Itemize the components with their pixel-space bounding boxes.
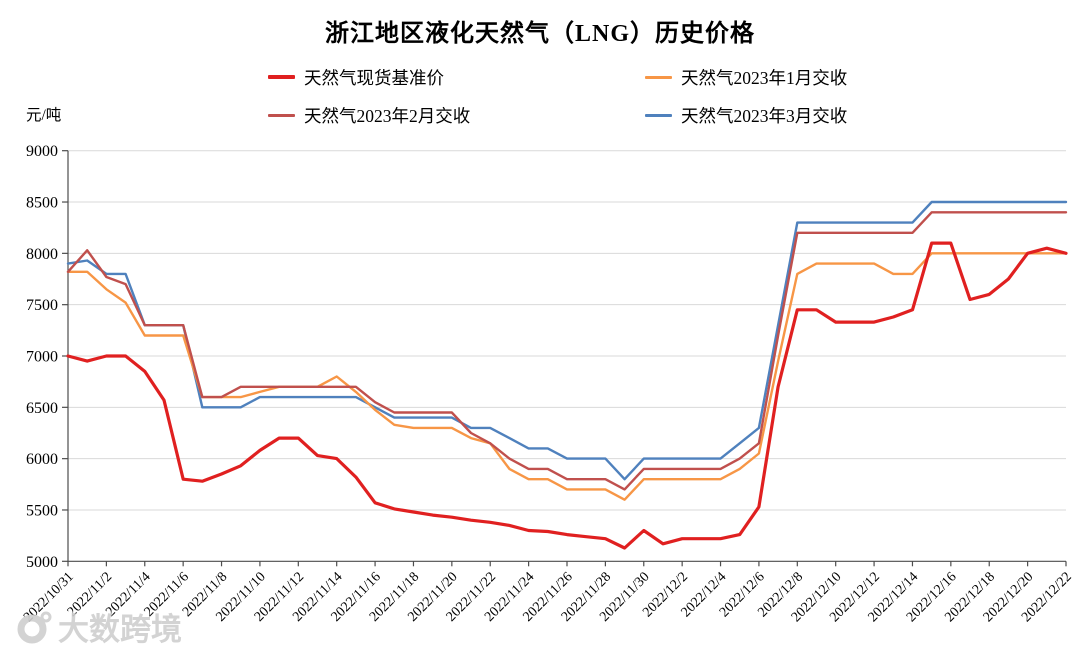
svg-text:5000: 5000 [26, 554, 58, 571]
svg-text:7000: 7000 [26, 349, 58, 366]
svg-text:5500: 5500 [26, 502, 58, 519]
svg-text:8500: 8500 [26, 195, 58, 212]
legend-swatch-feb-2023 [268, 113, 295, 117]
svg-text:7500: 7500 [26, 297, 58, 314]
legend-swatch-spot-price [268, 75, 295, 79]
svg-text:8000: 8000 [26, 246, 58, 263]
legend-label: 天然气2023年2月交收 [304, 105, 471, 126]
legend-item-mar-2023-delivery: 天然气2023年3月交收 [645, 104, 847, 126]
svg-text:9000: 9000 [26, 143, 58, 160]
legend-item-spot-price: 天然气现货基准价 [268, 66, 444, 88]
svg-text:6500: 6500 [26, 400, 58, 417]
legend-label: 天然气现货基准价 [304, 67, 444, 88]
legend-swatch-jan-2023 [645, 75, 672, 79]
y-axis-unit-label: 元/吨 [26, 107, 62, 124]
svg-text:2022/10/31: 2022/10/31 [21, 570, 77, 626]
chart-title: 浙江地区液化天然气（LNG）历史价格 [324, 21, 755, 47]
legend-item-jan-2023-delivery: 天然气2023年1月交收 [645, 66, 847, 88]
svg-text:6000: 6000 [26, 451, 58, 468]
legend-label: 天然气2023年1月交收 [681, 67, 848, 88]
legend-swatch-mar-2023 [645, 113, 672, 117]
legend-label: 天然气2023年3月交收 [681, 105, 848, 126]
legend-item-feb-2023-delivery: 天然气2023年2月交收 [268, 104, 470, 126]
